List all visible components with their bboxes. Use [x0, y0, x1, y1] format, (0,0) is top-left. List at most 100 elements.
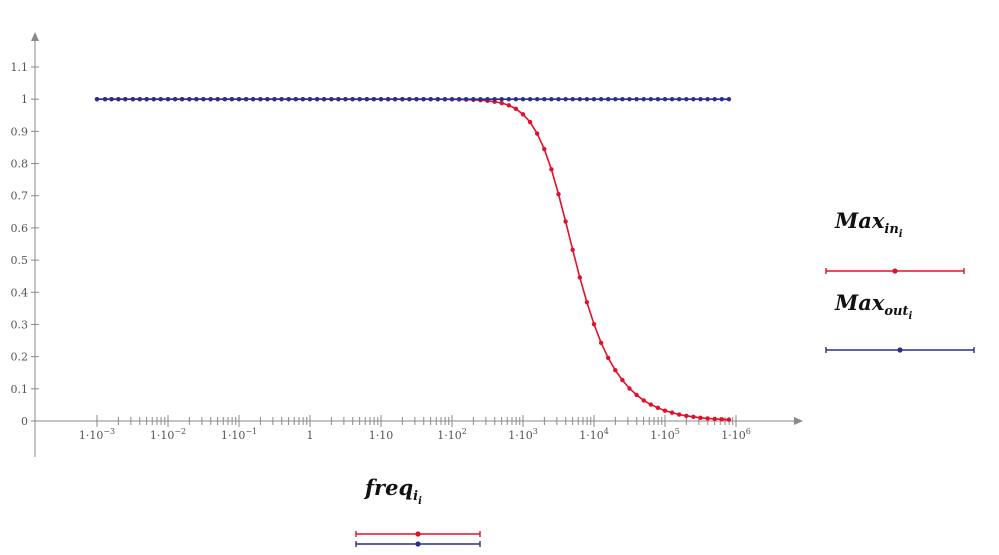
- series-point-out: [478, 96, 483, 102]
- series-point-out: [265, 96, 270, 102]
- series-point-in: [627, 386, 632, 391]
- series-point-out: [506, 96, 512, 102]
- series-point-out: [215, 96, 220, 102]
- x-tick-label: 1·10−3: [79, 427, 115, 442]
- y-tick-label: 0.9: [11, 125, 29, 138]
- x-tick-label-base: 1·10: [437, 429, 462, 442]
- series-point-out: [499, 96, 504, 102]
- series-point-out: [123, 96, 128, 102]
- series-point-out: [598, 96, 604, 102]
- series-point-out: [513, 96, 519, 102]
- series-point-out: [719, 96, 724, 102]
- series-point-out: [641, 96, 646, 102]
- series-point-in: [620, 377, 625, 383]
- x-tick-label-exponent: 4: [604, 427, 609, 436]
- series-point-in: [655, 405, 661, 411]
- series-point-out: [442, 96, 448, 102]
- x-tick-label: 1·10−1: [221, 427, 257, 442]
- series-point-out: [236, 96, 242, 102]
- series-point-out: [577, 96, 583, 102]
- x-tick-label: 1·103: [508, 427, 538, 442]
- x-tick-label-base: 1·10: [369, 429, 394, 442]
- y-axis-arrow: [31, 32, 39, 41]
- legend-sample-max-out-marker: [897, 347, 903, 353]
- y-tick-label: 1: [21, 93, 28, 106]
- series-point-in: [499, 100, 504, 106]
- x-tick-label-exponent: −2: [174, 427, 186, 436]
- series-point-out: [584, 96, 590, 102]
- series-point-in: [542, 146, 547, 152]
- series-point-out: [726, 96, 732, 102]
- series-point-in: [698, 415, 703, 420]
- series-point-in: [513, 106, 519, 112]
- series-point-out: [130, 96, 136, 102]
- series-point-out: [378, 96, 384, 102]
- series-point-out: [321, 96, 327, 102]
- series-point-out: [613, 96, 618, 102]
- series-point-in: [535, 131, 540, 136]
- y-tick-label: 0.4: [11, 286, 29, 299]
- series-point-out: [222, 96, 228, 102]
- series-point-out: [371, 96, 377, 102]
- series-point-in: [641, 398, 646, 403]
- series-point-out: [485, 96, 490, 102]
- series-point-in: [527, 119, 533, 125]
- series-point-out: [563, 96, 568, 102]
- series-point-out: [556, 96, 561, 102]
- x-tick-label-base: 1·10: [150, 429, 175, 442]
- series-point-in: [598, 340, 604, 345]
- series-point-in: [549, 167, 554, 172]
- series-point-out: [435, 96, 441, 102]
- series-point-out: [208, 96, 213, 102]
- x-tick-label-exponent: 5: [675, 427, 680, 436]
- series-point-out: [535, 96, 540, 102]
- series-point-out: [350, 96, 355, 102]
- x-tick-label-base: 1·10: [508, 429, 533, 442]
- x-tick-label-exponent: 6: [746, 427, 751, 436]
- x-tick-label: 1: [307, 429, 314, 442]
- series-point-out: [620, 96, 625, 102]
- series-point-out: [300, 96, 306, 102]
- series-point-in: [563, 219, 568, 224]
- series-point-out: [684, 96, 689, 102]
- y-tick-label: 0.3: [11, 318, 29, 331]
- series-point-in: [634, 392, 639, 398]
- x-tick-label: 1·104: [579, 427, 609, 442]
- series-point-out: [144, 96, 149, 102]
- series-point-in: [591, 321, 597, 327]
- series-point-out: [158, 96, 163, 102]
- y-tick-label: 0.1: [11, 383, 29, 396]
- y-tick-label: 0.8: [11, 158, 29, 171]
- series-point-out: [542, 96, 547, 102]
- series-point-in: [570, 247, 575, 252]
- y-tick-label: 0.2: [11, 351, 29, 364]
- series-point-in: [676, 412, 682, 417]
- series-point-in: [662, 408, 668, 413]
- series-point-in: [669, 410, 675, 415]
- series-point-out: [279, 96, 284, 102]
- series-point-out: [655, 96, 661, 102]
- x-tick-label-base: 1·10: [579, 429, 604, 442]
- series-point-out: [456, 96, 462, 102]
- series-point-in: [520, 112, 526, 117]
- series-point-in: [719, 417, 724, 422]
- series-point-out: [293, 96, 299, 102]
- x-tick-label-base: 1·10: [221, 429, 246, 442]
- series-point-out: [698, 96, 703, 102]
- series-point-out: [229, 96, 235, 102]
- series-point-out: [109, 96, 114, 102]
- x-tick-label-exponent: 2: [462, 427, 467, 436]
- legend-sample-freq-out-marker: [415, 541, 421, 547]
- series-point-in: [584, 300, 590, 305]
- x-tick-label-exponent: −3: [103, 427, 115, 436]
- series-point-out: [407, 96, 412, 102]
- y-tick-label: 0.7: [11, 190, 29, 203]
- series-point-out: [201, 96, 206, 102]
- series-point-in: [613, 367, 618, 373]
- series-point-out: [314, 96, 320, 102]
- series-point-out: [634, 96, 639, 102]
- series-point-out: [329, 96, 334, 102]
- x-tick-label: 1·105: [650, 427, 680, 442]
- series-point-in: [705, 416, 710, 421]
- series-point-out: [712, 96, 717, 102]
